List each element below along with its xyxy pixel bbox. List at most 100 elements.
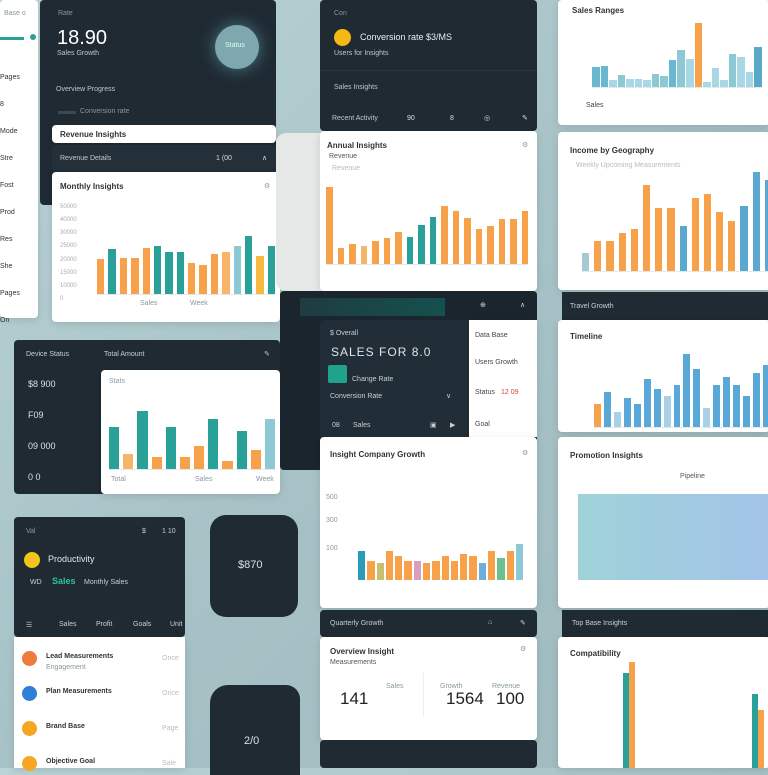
chevron-up-icon[interactable]: ∧ bbox=[262, 155, 268, 162]
chart-bar bbox=[264, 418, 276, 469]
top-base-bar: Top Base Insights bbox=[562, 610, 768, 637]
link-icon[interactable]: ⊕ bbox=[480, 302, 486, 309]
list-item-value: Sale bbox=[162, 760, 177, 767]
sidebar-item[interactable]: Pages bbox=[0, 74, 20, 81]
chart-bar bbox=[623, 397, 631, 427]
sidebar: Base o Pages 8 Mode Stre Fost Prod Res She Pages… bbox=[0, 0, 38, 324]
chart-bar bbox=[210, 253, 219, 294]
chevron-icon[interactable]: ∨ bbox=[446, 393, 452, 400]
chart-bar bbox=[603, 392, 611, 427]
chart-bar bbox=[233, 246, 241, 294]
settings-icon[interactable]: ⚙ bbox=[520, 646, 527, 653]
chart-bar bbox=[594, 403, 601, 427]
chart-bar bbox=[745, 72, 754, 87]
chart-bar bbox=[711, 68, 720, 87]
chart-bar bbox=[743, 396, 750, 427]
chart-bar bbox=[360, 245, 367, 264]
calendar-icon[interactable]: ▣ bbox=[430, 422, 437, 429]
list-item-title[interactable]: Objective Goal bbox=[46, 758, 96, 765]
revenue-details-row[interactable]: Revenue Details 1 (00 ∧ bbox=[52, 145, 276, 171]
timeline-bar-chart bbox=[594, 350, 768, 428]
edit-icon[interactable]: ✎ bbox=[264, 351, 270, 358]
chart-bar bbox=[506, 551, 514, 580]
tab[interactable]: Profit bbox=[96, 621, 113, 628]
list-item-title[interactable]: Plan Measurements bbox=[46, 688, 112, 695]
list-item-title[interactable]: Brand Base bbox=[46, 723, 85, 730]
recent-activity-link[interactable]: Recent Activity bbox=[332, 115, 378, 122]
yellow-status-dot bbox=[334, 29, 351, 46]
chart-bar bbox=[222, 252, 230, 294]
chart-bar bbox=[349, 243, 356, 264]
chart-bar bbox=[753, 373, 760, 427]
chart-bar bbox=[383, 237, 390, 264]
home-icon[interactable]: ⌂ bbox=[488, 619, 493, 626]
tab[interactable]: Unit bbox=[170, 621, 183, 628]
income-geo-card: Income by Geography Weekly Upcoming Meas… bbox=[558, 132, 768, 290]
edit-icon[interactable]: ✎ bbox=[522, 115, 528, 122]
revenue-insights-row[interactable]: Revenue Insights bbox=[52, 125, 276, 143]
settings-icon[interactable]: ⚙ bbox=[522, 142, 529, 149]
chart-bar bbox=[703, 194, 712, 271]
device-value: $8 900 bbox=[28, 379, 56, 389]
tab[interactable]: Goals bbox=[133, 621, 152, 628]
chart-bar bbox=[752, 693, 759, 768]
y-tick-label: 25000 bbox=[60, 243, 77, 250]
value-tile[interactable]: $870 bbox=[210, 515, 298, 617]
settings-icon[interactable]: ⚙ bbox=[522, 450, 529, 457]
chart-bar bbox=[358, 551, 366, 580]
edit-icon[interactable]: ✎ bbox=[520, 620, 526, 627]
chart-bar bbox=[668, 60, 677, 87]
y-tick-label: 40000 bbox=[60, 217, 77, 224]
chart-bar bbox=[677, 50, 686, 87]
chart-bar bbox=[606, 240, 614, 271]
chart-bar bbox=[367, 560, 375, 580]
chart-bar bbox=[267, 246, 275, 294]
chart-bar bbox=[693, 369, 701, 427]
company-growth-card: Insight Company Growth ⚙ 500 300 100 bbox=[320, 437, 537, 608]
chart-bar bbox=[653, 388, 661, 427]
chart-bar bbox=[515, 544, 524, 580]
chart-bar bbox=[97, 259, 105, 294]
chart-bar bbox=[376, 563, 384, 580]
sidebar-item[interactable]: Prod bbox=[0, 209, 15, 216]
overview-row: Overview Progress bbox=[56, 86, 116, 93]
settings-icon[interactable]: ⚙ bbox=[264, 183, 271, 190]
sidebar-item[interactable]: Res bbox=[0, 236, 13, 243]
sidebar-item[interactable]: On bbox=[0, 317, 10, 324]
timeline-card: Timeline bbox=[558, 320, 768, 432]
chart-bar bbox=[441, 205, 448, 264]
travel-growth-bar: Travel Growth bbox=[562, 292, 768, 320]
chart-bar bbox=[762, 365, 768, 427]
device-bar-chart bbox=[109, 392, 276, 470]
chart-bar bbox=[385, 551, 394, 580]
chart-bar bbox=[764, 180, 768, 271]
chart-bar bbox=[326, 186, 333, 264]
chart-bar bbox=[404, 560, 412, 580]
list-icon[interactable]: ☰ bbox=[26, 622, 33, 629]
list-item-sub: Engagement bbox=[46, 664, 86, 671]
sidebar-item[interactable]: Mode bbox=[0, 128, 18, 135]
chart-bar bbox=[592, 66, 600, 87]
status-circle[interactable]: Status bbox=[215, 25, 259, 69]
value-tile[interactable]: 2/0 bbox=[210, 685, 300, 775]
chart-bar bbox=[142, 247, 150, 294]
chart-bar bbox=[667, 208, 675, 271]
chevron-up-icon[interactable]: ∧ bbox=[520, 302, 526, 309]
sidebar-item[interactable]: She bbox=[0, 263, 13, 270]
list-item-value: Page bbox=[162, 725, 179, 732]
sidebar-item[interactable]: Stre bbox=[0, 155, 13, 162]
list-panel: Lead Measurements Engagement Once Plan Meas… bbox=[14, 637, 185, 771]
info-icon[interactable]: ◎ bbox=[484, 115, 491, 122]
share-icon[interactable]: ▶ bbox=[450, 422, 456, 429]
chart-bar bbox=[469, 556, 477, 580]
chart-bar bbox=[256, 255, 264, 294]
tab[interactable]: Sales bbox=[59, 621, 77, 628]
yellow-status-dot bbox=[24, 552, 40, 568]
list-item-title[interactable]: Lead Measurements bbox=[46, 653, 114, 660]
sidebar-item[interactable]: Pages bbox=[0, 290, 20, 297]
sidebar-item[interactable]: 8 bbox=[0, 101, 4, 108]
sidebar-item[interactable]: Fost bbox=[0, 182, 14, 189]
chart-bar bbox=[108, 249, 116, 294]
chart-bar bbox=[594, 240, 602, 271]
annual-bar-chart bbox=[326, 173, 528, 265]
